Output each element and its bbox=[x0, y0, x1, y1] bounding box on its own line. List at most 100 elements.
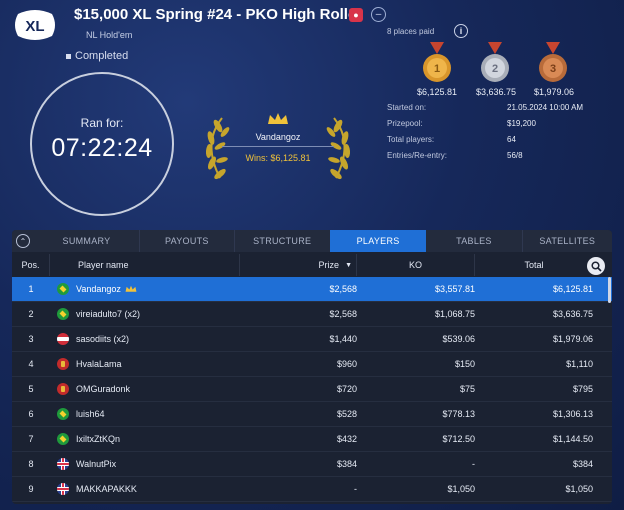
row-prize: - bbox=[354, 484, 357, 494]
row-position: 6 bbox=[28, 409, 34, 419]
country-flag-icon bbox=[57, 458, 69, 470]
table-row[interactable]: 1 Vandangoz $2,568 $3,557.81 $6,125.81 bbox=[12, 277, 612, 302]
row-total: $6,125.81 bbox=[552, 284, 593, 294]
row-ko: $712.50 bbox=[442, 434, 475, 444]
crown-icon bbox=[268, 113, 288, 124]
country-flag-icon bbox=[57, 283, 69, 295]
row-ko: $1,068.75 bbox=[434, 309, 475, 319]
players-panel: ⌃ SUMMARY PAYOUTS STRUCTURE PLAYERS TABL… bbox=[12, 230, 612, 504]
column-player-name[interactable]: Player name bbox=[50, 254, 240, 276]
row-prize: $2,568 bbox=[329, 309, 357, 319]
chevron-up-icon: ⌃ bbox=[15, 234, 30, 248]
status-label: Completed bbox=[75, 50, 129, 62]
row-ko: $778.13 bbox=[442, 409, 475, 419]
row-position: 5 bbox=[28, 384, 34, 394]
svg-text:1: 1 bbox=[434, 63, 440, 75]
tab-divider bbox=[521, 230, 523, 252]
row-ko: $1,050 bbox=[447, 484, 475, 494]
scrollbar[interactable] bbox=[608, 277, 611, 303]
row-player: sasodiits (x2) bbox=[50, 333, 240, 345]
row-player-name: luish64 bbox=[76, 409, 105, 419]
game-type: NL Hold'em bbox=[86, 30, 133, 40]
row-position: 4 bbox=[28, 359, 34, 369]
search-button[interactable] bbox=[587, 257, 605, 275]
prizepool-label: Prizepool: bbox=[387, 119, 423, 128]
places-paid: 8 places paid bbox=[387, 27, 435, 36]
row-player-name: Vandangoz bbox=[76, 284, 121, 294]
country-flag-icon bbox=[57, 483, 69, 495]
row-player-name: HvalaLama bbox=[76, 359, 122, 369]
row-total: $384 bbox=[572, 459, 593, 469]
collapse-button[interactable]: ⌃ bbox=[12, 230, 34, 252]
search-icon bbox=[590, 260, 602, 272]
more-options-icon[interactable]: – bbox=[371, 7, 386, 22]
tab-players[interactable]: PLAYERS bbox=[329, 230, 427, 252]
tab-tables[interactable]: TABLES bbox=[456, 236, 492, 246]
row-ko: $150 bbox=[454, 359, 475, 369]
column-prize-label: Prize bbox=[318, 260, 340, 270]
svg-text:XL: XL bbox=[25, 18, 44, 35]
row-ko: $3,557.81 bbox=[434, 284, 475, 294]
total-players-value: 64 bbox=[507, 135, 516, 144]
column-ko[interactable]: KO bbox=[357, 254, 475, 276]
row-player-name: MAKKAPAKKK bbox=[76, 484, 137, 494]
country-flag-icon bbox=[57, 383, 69, 395]
winner-wins: Wins: $6,125.81 bbox=[245, 153, 311, 163]
winner-name: Vandangoz bbox=[255, 132, 301, 142]
row-prize: $1,440 bbox=[329, 334, 357, 344]
row-total: $1,979.06 bbox=[552, 334, 593, 344]
winner-wreath: Vandangoz Wins: $6,125.81 bbox=[192, 98, 364, 192]
row-total: $3,636.75 bbox=[552, 309, 593, 319]
info-icon[interactable]: i bbox=[454, 24, 468, 38]
row-total: $1,110 bbox=[566, 359, 593, 369]
row-player: IxiltxZtKQn bbox=[50, 433, 240, 445]
tab-payouts[interactable]: PAYOUTS bbox=[164, 236, 209, 246]
table-row[interactable]: 5 OMGuradonk $720 $75 $795 bbox=[12, 377, 612, 402]
tab-structure[interactable]: STRUCTURE bbox=[253, 236, 312, 246]
country-flag-icon bbox=[57, 408, 69, 420]
xl-logo: XL bbox=[14, 8, 56, 42]
tab-divider bbox=[233, 230, 235, 252]
players-table-body: 1 Vandangoz $2,568 $3,557.81 $6,125.81 2 virei… bbox=[12, 277, 612, 502]
row-prize: $432 bbox=[336, 434, 357, 444]
row-player: HvalaLama bbox=[50, 358, 240, 370]
row-total: $1,050 bbox=[565, 484, 593, 494]
column-total[interactable]: Total bbox=[524, 260, 544, 270]
bronze-medal-icon: 3 bbox=[539, 42, 567, 82]
table-row[interactable]: 6 luish64 $528 $778.13 $1,306.13 bbox=[12, 402, 612, 427]
tab-satellites[interactable]: SATELLITES bbox=[539, 236, 596, 246]
row-position: 8 bbox=[28, 459, 34, 469]
sort-desc-icon: ▼ bbox=[345, 261, 352, 269]
row-player: WalnutPix bbox=[50, 458, 240, 470]
clock-label: Ran for: bbox=[80, 116, 124, 130]
row-prize: $528 bbox=[336, 409, 357, 419]
row-player: vireiadulto7 (x2) bbox=[50, 308, 240, 320]
table-row[interactable]: 7 IxiltxZtKQn $432 $712.50 $1,144.50 bbox=[12, 427, 612, 452]
third-prize-amount: $1,979.06 bbox=[533, 87, 575, 97]
row-player: MAKKAPAKKK bbox=[50, 483, 240, 495]
tab-summary[interactable]: SUMMARY bbox=[62, 236, 111, 246]
crown-icon bbox=[125, 285, 137, 292]
row-prize: $720 bbox=[336, 384, 357, 394]
column-prize[interactable]: Prize ▼ bbox=[240, 254, 357, 276]
row-player-name: OMGuradonk bbox=[76, 384, 131, 394]
table-row[interactable]: 3 sasodiits (x2) $1,440 $539.06 $1,979.06 bbox=[12, 327, 612, 352]
country-flag-icon bbox=[57, 358, 69, 370]
row-position: 3 bbox=[28, 334, 34, 344]
table-row[interactable]: 4 HvalaLama $960 $150 $1,110 bbox=[12, 352, 612, 377]
pko-badge-icon: ● bbox=[349, 8, 363, 22]
row-player: Vandangoz bbox=[50, 283, 240, 295]
row-ko: - bbox=[472, 459, 475, 469]
total-players-label: Total players: bbox=[387, 135, 435, 144]
row-total: $1,144.50 bbox=[552, 434, 593, 444]
row-player-name: WalnutPix bbox=[76, 459, 117, 469]
table-row[interactable]: 8 WalnutPix $384 - $384 bbox=[12, 452, 612, 477]
table-row[interactable]: 9 MAKKAPAKKK - $1,050 $1,050 bbox=[12, 477, 612, 502]
svg-text:3: 3 bbox=[550, 63, 556, 75]
row-player-name: sasodiits (x2) bbox=[76, 334, 130, 344]
tab-bar: ⌃ SUMMARY PAYOUTS STRUCTURE PLAYERS TABL… bbox=[12, 230, 612, 252]
table-row[interactable]: 2 vireiadulto7 (x2) $2,568 $1,068.75 $3,636.… bbox=[12, 302, 612, 327]
row-prize: $2,568 bbox=[329, 284, 357, 294]
column-pos[interactable]: Pos. bbox=[12, 254, 50, 276]
row-player-name: vireiadulto7 (x2) bbox=[76, 309, 141, 319]
